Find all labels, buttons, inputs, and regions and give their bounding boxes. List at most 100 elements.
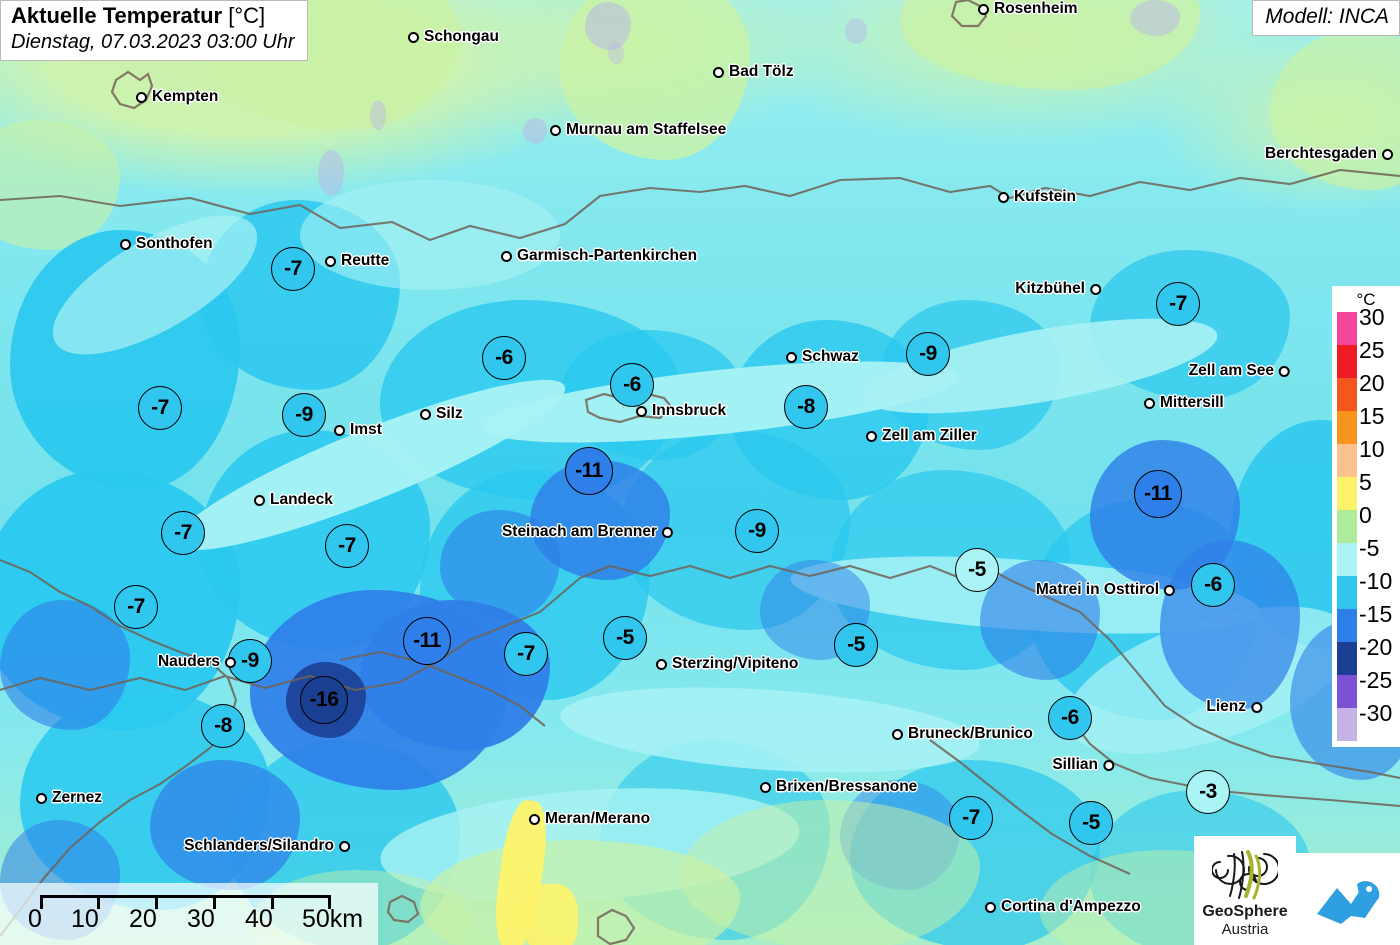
city-dot-icon bbox=[662, 526, 673, 538]
city-label: Kempten bbox=[152, 88, 219, 105]
city-marker[interactable]: Schwaz bbox=[786, 348, 859, 366]
city-marker[interactable]: Rosenheim bbox=[978, 0, 1078, 18]
city-dot-icon bbox=[978, 3, 989, 15]
temperature-bubble[interactable]: -11 bbox=[1134, 470, 1182, 518]
city-label: Schwaz bbox=[802, 348, 859, 365]
temperature-bubble[interactable]: -6 bbox=[1191, 563, 1235, 607]
city-marker[interactable]: Schongau bbox=[408, 28, 499, 46]
map-title-box: Aktuelle Temperatur [°C] Dienstag, 07.03… bbox=[0, 0, 308, 61]
city-marker[interactable]: Schlanders/Silandro bbox=[184, 837, 350, 855]
temperature-bubble[interactable]: -6 bbox=[1048, 696, 1092, 740]
title-main-text: Aktuelle Temperatur bbox=[11, 3, 223, 28]
city-marker[interactable]: Reutte bbox=[325, 252, 389, 270]
temperature-bubble[interactable]: -5 bbox=[1069, 801, 1113, 845]
geosphere-logo-line1: GeoSphere bbox=[1202, 903, 1288, 920]
temperature-bubble[interactable]: -7 bbox=[325, 524, 369, 568]
city-label: Nauders bbox=[157, 653, 220, 670]
city-marker[interactable]: Landeck bbox=[254, 491, 333, 509]
temperature-bubble[interactable]: -6 bbox=[482, 336, 526, 380]
temperature-bubble[interactable]: -16 bbox=[300, 676, 348, 724]
city-marker[interactable]: Kufstein bbox=[998, 188, 1076, 206]
city-dot-icon bbox=[760, 781, 771, 793]
city-marker[interactable]: Steinach am Brenner bbox=[502, 523, 673, 541]
city-marker[interactable]: Bruneck/Brunico bbox=[892, 725, 1033, 743]
legend-value-label: 20 bbox=[1359, 370, 1385, 396]
legend-color-swatch bbox=[1337, 642, 1357, 675]
temperature-bubble[interactable]: -8 bbox=[784, 385, 828, 429]
temperature-bubble[interactable]: -5 bbox=[955, 548, 999, 592]
city-marker[interactable]: Nauders bbox=[158, 653, 236, 671]
temperature-bubble[interactable]: -9 bbox=[906, 332, 950, 376]
legend-entry: -10 bbox=[1332, 570, 1392, 609]
temperature-bubble[interactable]: -6 bbox=[610, 363, 654, 407]
temperature-bubble[interactable]: -8 bbox=[201, 704, 245, 748]
temperature-bubble[interactable]: -3 bbox=[1186, 770, 1230, 814]
city-marker[interactable]: Kempten bbox=[136, 88, 218, 106]
temperature-bubble[interactable]: -7 bbox=[114, 585, 158, 629]
city-dot-icon bbox=[636, 405, 647, 417]
city-marker[interactable]: Meran/Merano bbox=[529, 810, 650, 828]
temperature-bubble[interactable]: -5 bbox=[834, 623, 878, 667]
temperature-bubble[interactable]: -9 bbox=[735, 509, 779, 553]
legend-value-label: -30 bbox=[1359, 700, 1393, 726]
city-marker[interactable]: Matrei in Osttirol bbox=[1036, 581, 1175, 599]
temperature-bubble[interactable]: -5 bbox=[603, 616, 647, 660]
city-label: Meran/Merano bbox=[545, 810, 651, 827]
city-dot-icon bbox=[420, 408, 431, 420]
city-marker[interactable]: Zell am Ziller bbox=[866, 427, 977, 445]
legend-value-label: -5 bbox=[1359, 535, 1380, 561]
legend-entry: 10 bbox=[1332, 438, 1392, 477]
city-marker[interactable]: Bad Tölz bbox=[713, 63, 794, 81]
city-marker[interactable]: Murnau am Staffelsee bbox=[550, 121, 726, 139]
city-dot-icon bbox=[892, 728, 903, 740]
legend-entry: 0 bbox=[1332, 504, 1392, 543]
city-label: Landeck bbox=[270, 491, 333, 508]
city-label: Kufstein bbox=[1014, 188, 1076, 205]
legend-entry: 20 bbox=[1332, 372, 1392, 411]
city-marker[interactable]: Sonthofen bbox=[120, 235, 213, 253]
city-dot-icon bbox=[985, 901, 996, 913]
legend-value-label: -20 bbox=[1359, 634, 1393, 660]
legend-entry: 15 bbox=[1332, 405, 1392, 444]
geosphere-swirl-icon bbox=[1212, 850, 1278, 900]
city-dot-icon bbox=[1279, 365, 1290, 377]
city-marker[interactable]: Berchtesgaden bbox=[1265, 145, 1393, 163]
temperature-bubble[interactable]: -7 bbox=[1156, 282, 1200, 326]
city-marker[interactable]: Silz bbox=[420, 405, 463, 423]
legend-entry: 30 bbox=[1332, 306, 1392, 345]
city-marker[interactable]: Garmisch-Partenkirchen bbox=[501, 247, 697, 265]
temperature-bubble[interactable]: -11 bbox=[403, 617, 451, 665]
city-marker[interactable]: Imst bbox=[334, 421, 382, 439]
city-marker[interactable]: Sterzing/Vipiteno bbox=[656, 655, 798, 673]
city-marker[interactable]: Cortina d'Ampezzo bbox=[985, 898, 1141, 916]
temperature-bubble[interactable]: -7 bbox=[271, 247, 315, 291]
legend-color-swatch bbox=[1337, 378, 1357, 411]
city-label: Schongau bbox=[424, 28, 499, 45]
temperature-bubble[interactable]: -9 bbox=[282, 393, 326, 437]
legend-entry: -25 bbox=[1332, 669, 1392, 708]
temperature-bubble[interactable]: -7 bbox=[949, 796, 993, 840]
legend-rows: 30 25 20 15 10 5 0 -5 -10 -15 -20 -25 -30 bbox=[1332, 306, 1393, 741]
city-label: Steinach am Brenner bbox=[501, 523, 657, 540]
city-label: Rosenheim bbox=[994, 0, 1078, 17]
city-label: Murnau am Staffelsee bbox=[566, 121, 727, 138]
city-marker[interactable]: Brixen/Bressanone bbox=[760, 778, 917, 796]
legend-entry: 5 bbox=[1332, 471, 1392, 510]
city-marker[interactable]: Zernez bbox=[36, 789, 102, 807]
temperature-bubble[interactable]: -7 bbox=[504, 632, 548, 676]
city-marker[interactable]: Kitzbühel bbox=[1015, 280, 1101, 298]
city-marker[interactable]: Mittersill bbox=[1144, 394, 1224, 412]
temperature-bubble[interactable]: -7 bbox=[138, 386, 182, 430]
city-marker[interactable]: Innsbruck bbox=[636, 402, 726, 420]
temperature-bubble[interactable]: -11 bbox=[565, 447, 613, 495]
legend-value-label: -10 bbox=[1359, 568, 1393, 594]
city-label: Kitzbühel bbox=[1015, 280, 1085, 297]
city-marker[interactable]: Lienz bbox=[1206, 698, 1262, 716]
city-marker[interactable]: Sillian bbox=[1052, 756, 1114, 774]
city-label: Reutte bbox=[341, 252, 390, 269]
city-dot-icon bbox=[1090, 283, 1101, 295]
city-label: Silz bbox=[436, 405, 463, 422]
temperature-bubble[interactable]: -7 bbox=[161, 511, 205, 555]
legend-color-swatch bbox=[1337, 312, 1357, 345]
city-marker[interactable]: Zell am See bbox=[1189, 362, 1290, 380]
